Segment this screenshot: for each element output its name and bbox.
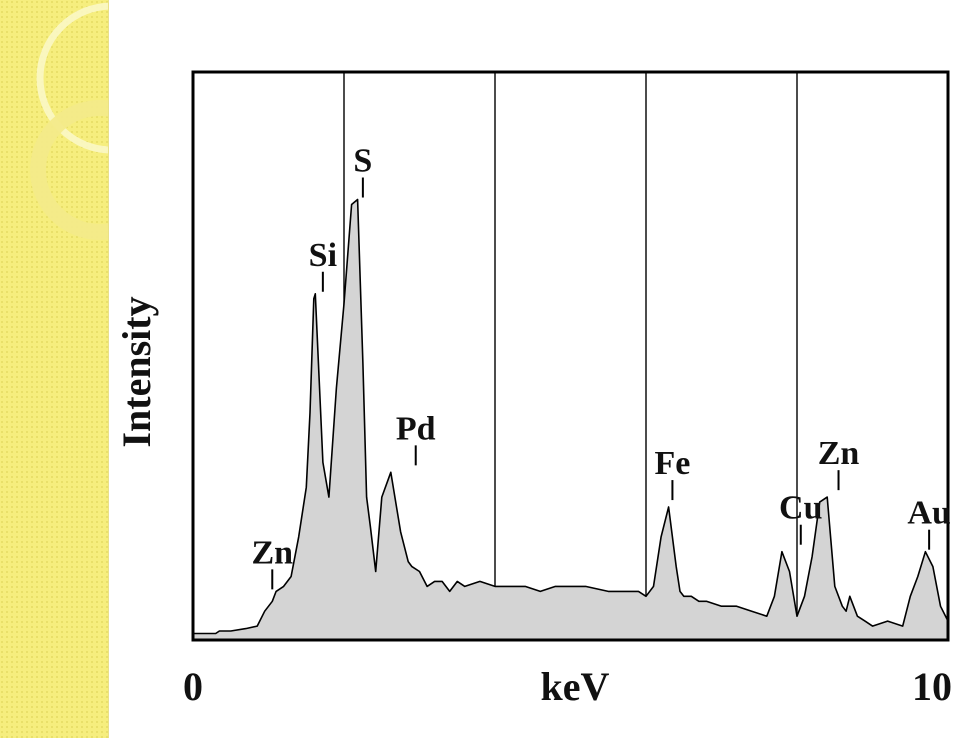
peak-label-zn-6: Zn xyxy=(818,435,860,472)
spectrum-area xyxy=(192,198,949,641)
peak-annotations: Zn Si S Pd Fe Cu Zn Au xyxy=(251,143,951,590)
x-tick-label-max: 10 xyxy=(912,664,952,709)
decorative-side-strip xyxy=(0,0,109,738)
peak-label-pd-3: Pd xyxy=(396,410,436,447)
x-axis-label: keV xyxy=(541,664,610,709)
grid-lines xyxy=(343,72,798,640)
decor-ring-small xyxy=(30,100,108,240)
peak-label-s-2: S xyxy=(353,143,372,180)
x-tick-label-min: 0 xyxy=(183,664,203,709)
peak-label-fe-4: Fe xyxy=(654,445,690,482)
y-axis-label: Intensity xyxy=(114,296,159,447)
peak-label-au-7: Au xyxy=(907,495,950,532)
peak-label-cu-5: Cu xyxy=(779,490,822,527)
peak-label-zn-0: Zn xyxy=(251,534,293,571)
peak-label-si-1: Si xyxy=(309,237,337,274)
plot-frame xyxy=(191,70,950,642)
decorative-rings xyxy=(30,2,108,240)
decor-ring-large xyxy=(36,2,108,154)
